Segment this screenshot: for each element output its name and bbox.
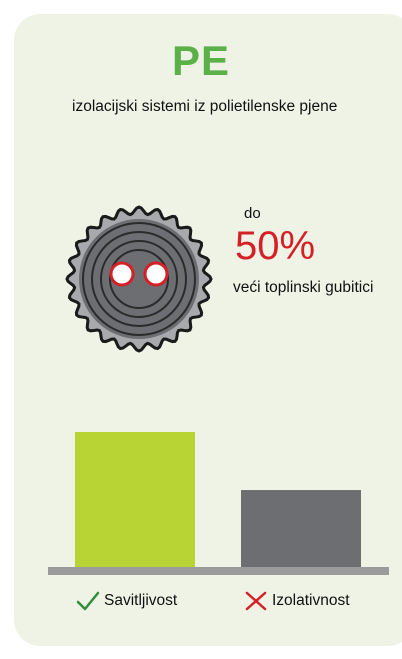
outer-jacket	[79, 219, 199, 339]
subtitle: izolacijski sistemi iz polietilenske pje…	[72, 98, 338, 115]
chart-legend: Savitljivost Izolativnost	[0, 588, 402, 614]
stat-description: veći toplinski gubitici	[233, 279, 374, 296]
legend-item-savitljivost: Savitljivost	[76, 588, 177, 614]
stat-value: 50%	[235, 224, 316, 268]
insulation-ring-4	[109, 249, 169, 309]
legend-item-izolativnost: Izolativnost	[244, 588, 350, 614]
insulation-ring-1	[82, 222, 196, 336]
insulation-ring-3	[100, 240, 178, 318]
checkmark-icon	[76, 591, 100, 611]
page-title: PE	[171, 37, 231, 84]
stat-prefix: do	[244, 205, 261, 222]
legend-label: Savitljivost	[104, 592, 178, 609]
legend-label: Izolativnost	[272, 592, 350, 609]
pipe-left	[109, 261, 135, 287]
pipe-cross-section-icon	[65, 205, 213, 353]
pipe-right	[143, 261, 169, 287]
cross-icon	[245, 591, 267, 611]
insulation-ring-2	[91, 231, 187, 327]
